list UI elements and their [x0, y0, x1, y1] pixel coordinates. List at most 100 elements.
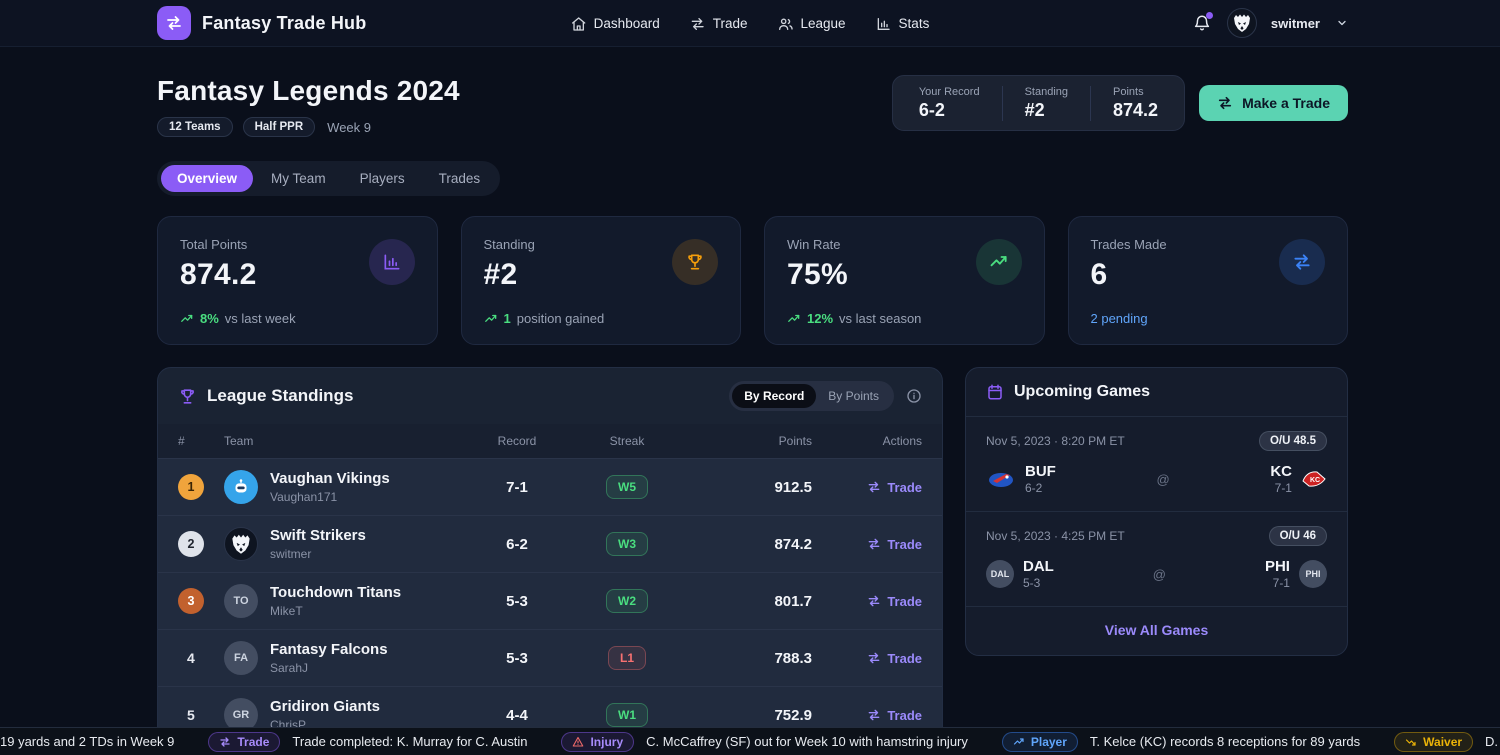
upcoming-title: Upcoming Games [1014, 383, 1151, 400]
stat-cards: Total Points 874.2 8% vs last week Stand… [157, 216, 1348, 345]
nav-dashboard[interactable]: Dashboard [571, 16, 660, 32]
team-cell: TO Touchdown Titans MikeT [224, 584, 462, 618]
card-label: Standing [483, 237, 535, 252]
card-label: Win Rate [787, 237, 841, 252]
toggle-by-record[interactable]: By Record [732, 384, 817, 408]
team-avatar-initials: TO [224, 584, 258, 618]
view-all-games-link[interactable]: View All Games [1104, 622, 1209, 638]
username[interactable]: switmer [1270, 15, 1320, 31]
rank-badge: 3 [178, 588, 204, 614]
game-row[interactable]: Nov 5, 2023 · 8:20 PM ET O/U 48.5 BUF 6-… [966, 417, 1347, 511]
standings-controls: By Record By Points [729, 381, 922, 411]
team-owner: Vaughan171 [270, 490, 338, 504]
swap-icon [867, 651, 881, 665]
over-under-badge: O/U 48.5 [1258, 431, 1327, 451]
game-row[interactable]: Nov 5, 2023 · 4:25 PM ET O/U 46 DAL DAL … [966, 511, 1347, 606]
swap-icon [867, 708, 881, 722]
trade-label: Trade [887, 650, 922, 666]
upcoming-footer: View All Games [966, 606, 1347, 655]
streak-badge: W5 [606, 475, 648, 499]
toggle-by-points[interactable]: By Points [828, 389, 879, 403]
info-icon[interactable] [906, 388, 922, 404]
trend-text: vs last season [839, 311, 922, 326]
summary-record-label: Your Record [918, 85, 980, 98]
pending-trades-link[interactable]: 2 pending [1090, 311, 1148, 326]
nav-stats[interactable]: Stats [876, 16, 929, 32]
notifications-button[interactable] [1191, 12, 1213, 34]
trending-up-icon [484, 312, 498, 326]
summary-points: Points 874.2 [1090, 85, 1180, 121]
team-cell: Swift Strikers switmer [224, 527, 462, 561]
team-name[interactable]: Gridiron Giants [270, 698, 381, 715]
card-label: Total Points [180, 237, 248, 252]
trend-text: position gained [516, 311, 605, 326]
tab-players[interactable]: Players [359, 171, 405, 186]
trending-up-icon [1013, 736, 1025, 748]
summary-standing: Standing #2 [1001, 85, 1090, 121]
row-trade-button[interactable]: Trade [867, 594, 922, 609]
tab-trades[interactable]: Trades [438, 171, 481, 186]
badge-label: Player [1030, 734, 1067, 749]
notification-dot [1205, 12, 1213, 19]
summary-record: Your Record 6-2 [897, 86, 1002, 121]
team-name[interactable]: Touchdown Titans [270, 584, 402, 601]
nav-league[interactable]: League [777, 16, 846, 32]
upcoming-header: Upcoming Games [966, 368, 1347, 417]
badge-label: Injury [590, 734, 624, 749]
points-value: 912.5 [774, 478, 812, 496]
trending-down-icon [1405, 736, 1417, 748]
make-a-trade-button[interactable]: Make a Trade [1199, 85, 1348, 121]
svg-text:KC: KC [1310, 477, 1320, 484]
team-name[interactable]: Vaughan Vikings [270, 470, 390, 487]
swap-icon [1217, 95, 1233, 111]
summary-box: Your Record 6-2 Standing #2 Points 874.2 [891, 75, 1186, 131]
at-symbol: @ [1156, 471, 1170, 487]
chevron-down-icon[interactable] [1336, 17, 1348, 29]
tab-my-team[interactable]: My Team [271, 171, 326, 186]
bell-icon [1193, 14, 1211, 32]
team-record: 7-1 [1274, 481, 1292, 495]
tab-overview[interactable]: Overview [161, 165, 254, 192]
points-value: 752.9 [774, 706, 812, 724]
standings-title: League Standings [207, 386, 354, 405]
over-under-badge: O/U 46 [1268, 526, 1327, 546]
rank-number: 4 [187, 650, 195, 666]
team-cell: FA Fantasy Falcons SarahJ [224, 641, 462, 675]
avatar[interactable] [1226, 8, 1257, 38]
card-standing: Standing #2 1 position gained [460, 216, 741, 345]
trade-label: Trade [887, 707, 922, 723]
row-trade-button[interactable]: Trade [867, 537, 922, 552]
col-rank: # [178, 434, 185, 448]
row-trade-button[interactable]: Trade [867, 651, 922, 666]
trade-label: Trade [887, 536, 922, 552]
at-symbol: @ [1152, 566, 1166, 582]
row-trade-button[interactable]: Trade [867, 480, 922, 495]
home-icon [571, 16, 587, 32]
nav-trade[interactable]: Trade [690, 16, 747, 32]
rank-number: 5 [187, 707, 195, 723]
record-value: 6-2 [506, 535, 528, 553]
team-logo-placeholder: DAL [986, 560, 1014, 588]
card-footer: 8% vs last week [180, 311, 296, 326]
team-avatar-wolf [224, 527, 258, 561]
team-abbr: KC [1270, 463, 1292, 480]
news-ticker[interactable]: 19 yards and 2 TDs in Week 9 Trade Trade… [0, 727, 1500, 755]
ticker-item: 19 yards and 2 TDs in Week 9 [0, 734, 174, 749]
team-avatar-initials: GR [224, 698, 258, 732]
away-team: BUF 6-2 [986, 463, 1056, 495]
card-value: 75% [787, 258, 848, 291]
summary-standing-value: #2 [1024, 99, 1045, 120]
app-logo[interactable] [157, 6, 191, 40]
row-trade-button[interactable]: Trade [867, 708, 922, 723]
team-name[interactable]: Fantasy Falcons [270, 641, 388, 658]
summary-standing-label: Standing [1024, 85, 1069, 98]
trophy-icon [178, 387, 197, 406]
team-name[interactable]: Swift Strikers [270, 527, 366, 544]
hero-section: Fantasy Legends 2024 12 Teams Half PPR W… [157, 75, 1348, 137]
bar-chart-icon [368, 239, 415, 285]
bar-chart-icon [876, 16, 892, 32]
card-value: 874.2 [180, 258, 257, 291]
card-value: #2 [483, 258, 518, 291]
points-value: 801.7 [774, 592, 812, 610]
warning-triangle-icon [572, 736, 584, 748]
